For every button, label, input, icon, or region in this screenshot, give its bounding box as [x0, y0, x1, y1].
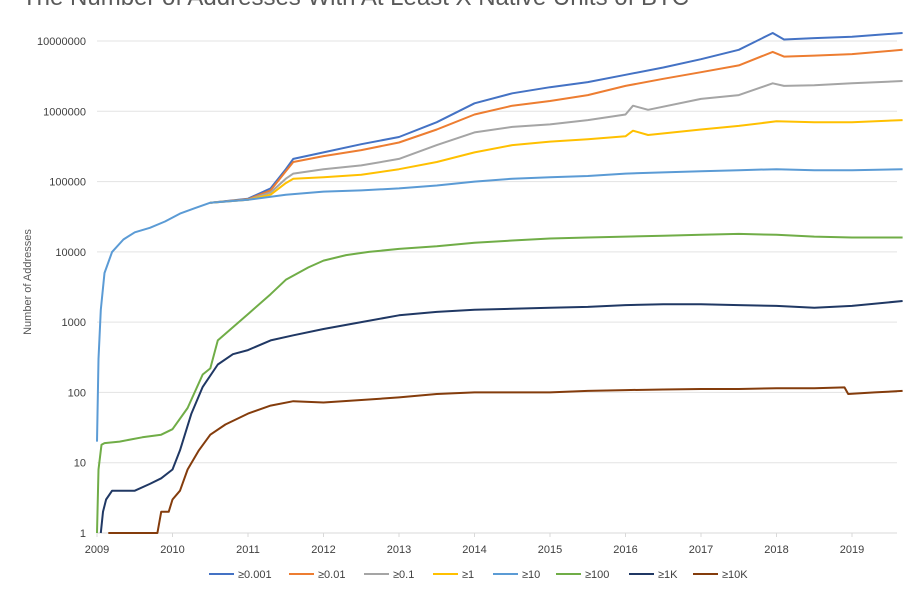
series-line-4	[96, 168, 903, 442]
legend-label-2: ≥0.1	[393, 569, 414, 581]
x-tick-label: 2009	[85, 544, 109, 556]
x-tick-label: 2012	[311, 544, 335, 556]
x-tick-label: 2015	[538, 544, 562, 556]
x-tick-label: 2018	[764, 544, 788, 556]
series-lines	[96, 32, 903, 534]
legend-label-4: ≥10	[522, 569, 540, 581]
series-line-0	[210, 32, 903, 204]
legend: ≥0.001 ≥0.01 ≥0.1 ≥1 ≥10 ≥100 ≥1K ≥10K	[209, 569, 748, 581]
y-axis-title: Number of Addresses	[22, 229, 34, 335]
x-axis-ticks: 2009 2010 2011 2012 2013 2014 2015 2016 2017 2018…	[85, 533, 864, 556]
legend-label-0: ≥0.001	[238, 569, 272, 581]
y-axis-ticks: 1 10 100 1000 10000 100000 1000000 10000000	[37, 36, 86, 540]
legend-label-6: ≥1K	[658, 569, 678, 581]
y-tick-label: 10000000	[37, 36, 86, 48]
series-line-3	[210, 119, 903, 204]
chart-title: The Number of Addresses With At Least X …	[22, 0, 689, 12]
x-tick-label: 2013	[387, 544, 411, 556]
series-line-5	[96, 232, 903, 534]
x-tick-label: 2016	[613, 544, 637, 556]
y-tick-label: 100000	[49, 177, 86, 189]
legend-label-1: ≥0.01	[318, 569, 345, 581]
series-line-7	[108, 386, 903, 534]
y-tick-label: 1000000	[43, 106, 86, 118]
y-tick-label: 100	[68, 387, 86, 399]
legend-label-3: ≥1	[462, 569, 474, 581]
y-tick-label: 1000	[62, 317, 86, 329]
series-line-1	[210, 48, 903, 204]
series-line-6	[99, 300, 903, 534]
y-tick-label: 10	[74, 458, 86, 470]
y-tick-label: 10000	[55, 247, 86, 259]
x-tick-label: 2014	[462, 544, 486, 556]
legend-label-7: ≥10K	[722, 569, 748, 581]
gridlines	[97, 40, 897, 534]
x-tick-label: 2010	[160, 544, 184, 556]
x-tick-label: 2019	[840, 544, 864, 556]
y-tick-label: 1	[80, 528, 86, 540]
x-tick-label: 2011	[236, 544, 260, 556]
x-tick-label: 2017	[689, 544, 713, 556]
series-line-2	[210, 80, 903, 204]
legend-label-5: ≥100	[585, 569, 609, 581]
